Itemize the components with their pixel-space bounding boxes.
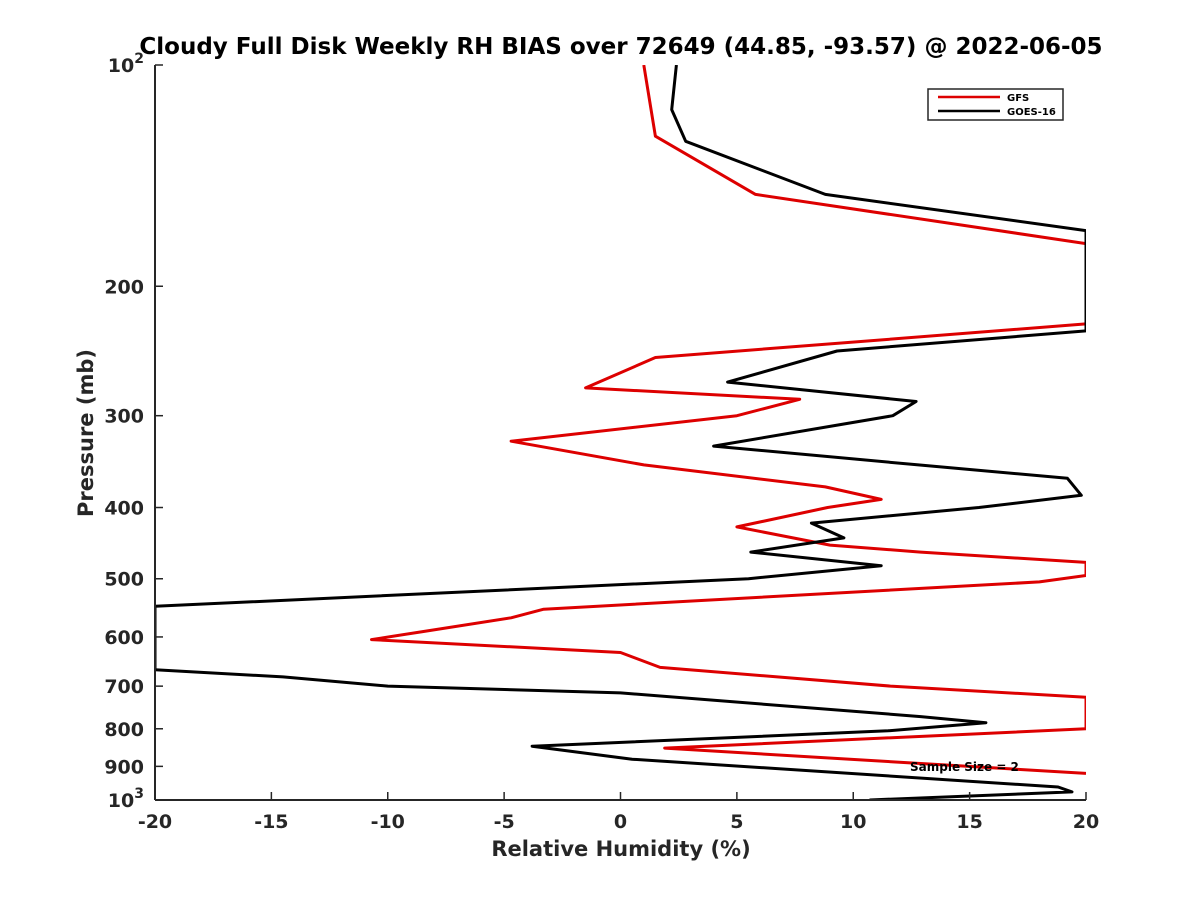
x-tick-label: -5 [494, 811, 515, 833]
series-line-goes-16 [155, 65, 1086, 800]
legend-label-goes16: GOES-16 [1007, 107, 1056, 118]
y-axis-label: Pressure (mb) [74, 349, 98, 517]
chart-title: Cloudy Full Disk Weekly RH BIAS over 726… [139, 34, 1102, 60]
x-tick-label: 5 [730, 811, 743, 833]
y-tick-label: 102 [108, 51, 144, 77]
x-tick-label: 0 [614, 811, 627, 833]
y-tick-label: 700 [104, 676, 144, 698]
y-tick-label: 800 [104, 719, 144, 741]
y-tick-label: 900 [104, 756, 144, 778]
x-tick-label: 10 [840, 811, 866, 833]
y-tick-label: 103 [108, 786, 144, 812]
y-tick-label: 200 [104, 276, 144, 298]
legend: GFS GOES-16 [927, 88, 1064, 121]
x-tick-label: 20 [1073, 811, 1099, 833]
plot-area: -20 -15 -10 -5 0 5 10 15 20 10220030040050060070… [104, 51, 1099, 833]
sample-size-annotation: Sample Size = 2 [910, 760, 1019, 774]
series-group [155, 65, 1086, 800]
y-tick-label: 600 [104, 627, 144, 649]
x-axis-label: Relative Humidity (%) [491, 837, 750, 861]
y-tick-label: 400 [104, 498, 144, 520]
y-tick-label: 300 [104, 406, 144, 428]
y-tick-exponent: 3 [134, 786, 144, 802]
x-tick-label: -20 [138, 811, 172, 833]
x-tick-label: 15 [956, 811, 982, 833]
x-tick-label: -10 [371, 811, 405, 833]
y-tick-base: 10 [108, 55, 134, 77]
y-tick-exponent: 2 [134, 51, 144, 67]
legend-box [927, 88, 1064, 121]
y-tick-label: 500 [104, 569, 144, 591]
series-line-gfs [370, 65, 1086, 775]
x-tick-label: -15 [254, 811, 288, 833]
legend-label-gfs: GFS [1007, 93, 1029, 104]
x-ticks: -20 -15 -10 -5 0 5 10 15 20 [138, 792, 1099, 833]
y-tick-base: 10 [108, 790, 134, 812]
